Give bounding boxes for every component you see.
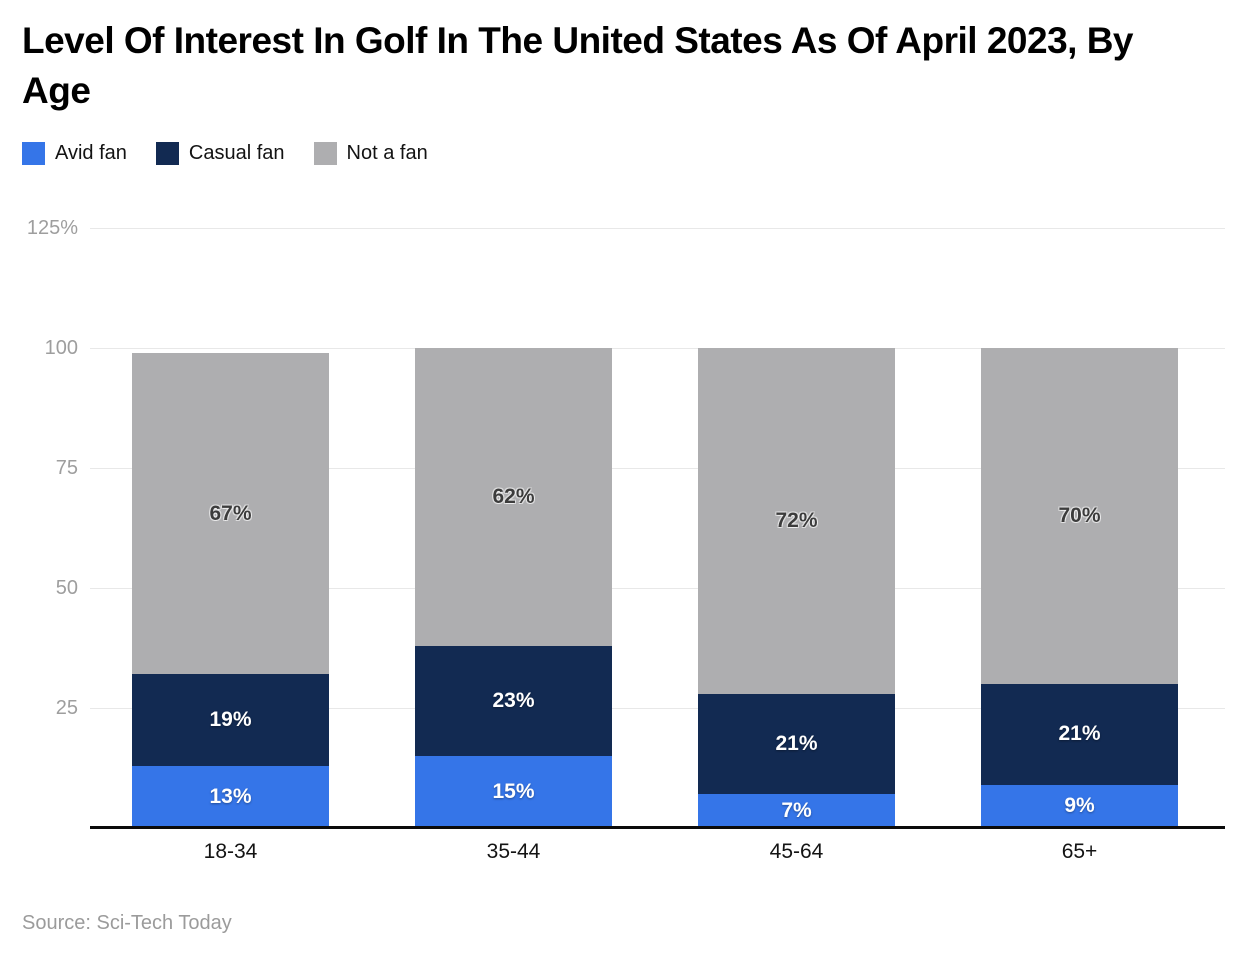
legend-label: Avid fan — [55, 142, 127, 164]
x-axis-label: 65+ — [1061, 840, 1098, 863]
segment-value-label: 62% — [492, 484, 535, 508]
x-axis-label: 18-34 — [203, 840, 258, 863]
segment-value-label: 70% — [1058, 504, 1101, 527]
legend-label: Casual fan — [188, 142, 285, 164]
bar-segment-35-44-casual-fan: 23% — [415, 645, 612, 756]
legend-swatch-icon — [155, 142, 179, 165]
segment-value-label: 21% — [1058, 722, 1101, 746]
bar-segment-35-44-avid-fan: 15% — [415, 756, 612, 828]
bar-segment-45-64-casual-fan: 21% — [698, 693, 895, 795]
legend-item-casual-fan: Casual fan — [155, 142, 285, 165]
gridline — [90, 348, 1225, 349]
segment-value-label: 23% — [492, 688, 535, 712]
gridline — [90, 588, 1225, 589]
y-tick-label: 125% — [26, 217, 78, 239]
legend-item-avid-fan: Avid fan — [22, 142, 127, 165]
bar-segment-35-44-not-a-fan: 62% — [415, 348, 612, 646]
bar-segment-45-64-not-a-fan: 72% — [698, 348, 895, 694]
chart-title: Level Of Interest In Golf In The United … — [22, 20, 1134, 111]
y-tick-label: 25 — [55, 697, 78, 719]
legend-swatch-icon — [22, 142, 45, 165]
segment-value-label: 21% — [775, 731, 818, 755]
segment-value-label: 13% — [209, 784, 252, 808]
bar-segment-18-34-casual-fan: 19% — [132, 674, 329, 766]
y-tick-label: 100 — [44, 337, 78, 359]
segment-value-label: 67% — [209, 501, 252, 525]
legend-item-not-a-fan: Not a fan — [313, 142, 428, 165]
y-tick-label: 50 — [55, 577, 78, 599]
bar-segment-65+-avid-fan: 9% — [981, 784, 1178, 828]
segment-value-label: 19% — [209, 707, 252, 731]
gridline — [90, 708, 1225, 709]
bar-segment-18-34-not-a-fan: 67% — [132, 352, 329, 675]
x-axis-label: 45-64 — [769, 840, 824, 863]
legend-swatch-icon — [313, 142, 337, 165]
segment-value-label: 15% — [492, 780, 535, 803]
x-axis-label: 35-44 — [486, 840, 541, 863]
bar-segment-65+-casual-fan: 21% — [981, 684, 1178, 785]
bar-segment-45-64-avid-fan: 7% — [698, 794, 895, 828]
x-axis-baseline — [90, 826, 1225, 829]
bar-segment-65+-not-a-fan: 70% — [981, 348, 1178, 684]
gridline — [90, 228, 1225, 229]
legend: Avid fan Casual fan Not a fan — [22, 142, 457, 165]
segment-value-label: 72% — [775, 508, 818, 532]
y-tick-label: 75 — [55, 457, 78, 479]
segment-value-label: 7% — [781, 799, 812, 823]
segment-value-label: 9% — [1064, 794, 1095, 818]
source-note: Source: Sci-Tech Today — [22, 912, 232, 934]
bar-segment-18-34-avid-fan: 13% — [132, 765, 329, 828]
legend-label: Not a fan — [346, 142, 428, 164]
gridline — [90, 468, 1225, 469]
